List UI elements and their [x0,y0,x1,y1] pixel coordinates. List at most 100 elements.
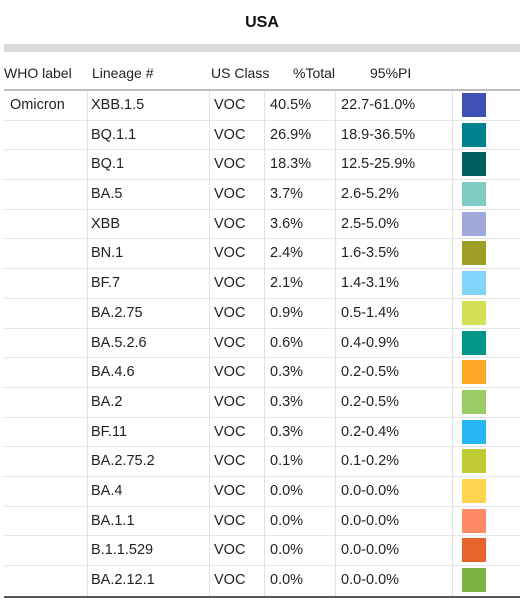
pct-total-cell: 26.9% [270,126,312,143]
pi-range-cell: 2.5-5.0% [341,215,400,232]
color-swatch [462,508,486,533]
us-class-cell: VOC [214,334,246,351]
page-title: USA [245,14,279,31]
us-class-cell: VOC [214,275,246,292]
lineage-cell: BA.4.6 [91,364,135,381]
column-divider [209,91,210,596]
table-row: BA.1.1 VOC 0.0% 0.0-0.0% [4,507,520,537]
pi-range-cell: 0.2-0.4% [341,423,400,440]
color-swatch [462,122,486,147]
pct-total-cell: 3.6% [270,215,304,232]
table-row: Omicron XBB.1.5 VOC 40.5% 22.7-61.0% [4,91,520,121]
us-class-cell: VOC [214,245,246,262]
table-row: BF.7 VOC 2.1% 1.4-3.1% [4,269,520,299]
pct-total-cell: 0.9% [270,304,304,321]
pct-total-cell: 0.0% [270,542,304,559]
us-class-cell: VOC [214,393,246,410]
table-row: BQ.1 VOC 18.3% 12.5-25.9% [4,150,520,181]
pct-total-cell: 0.0% [270,482,304,499]
lineage-cell: BA.4 [91,482,123,499]
pi-range-cell: 22.7-61.0% [341,97,416,113]
pct-total-cell: 0.0% [270,572,304,588]
us-class-cell: VOC [214,512,246,529]
pi-range-cell: 1.6-3.5% [341,245,400,262]
color-swatch [462,241,486,266]
pi-range-cell: 0.0-0.0% [341,572,400,588]
color-swatch [462,271,486,296]
us-class-cell: VOC [214,97,246,113]
us-class-cell: VOC [214,215,246,232]
lineage-cell: BN.1 [91,245,124,262]
pi-range-cell: 0.1-0.2% [341,453,400,470]
lineage-cell: BA.5.2.6 [91,334,147,351]
table-row: BQ.1.1 VOC 26.9% 18.9-36.5% [4,121,520,151]
pct-total-cell: 0.1% [270,453,304,470]
color-swatch [462,211,486,236]
pct-total-cell: 0.3% [270,393,304,410]
pi-range-cell: 0.4-0.9% [341,334,400,351]
lineage-cell: BF.11 [91,423,128,440]
pi-range-cell: 0.0-0.0% [341,512,400,529]
color-swatch [462,419,486,444]
column-divider [87,91,88,596]
us-class-cell: VOC [214,453,246,470]
pi-range-cell: 0.5-1.4% [341,304,400,321]
header-95pi: 95%PI [370,65,412,81]
lineage-cell: BA.2.12.1 [91,572,155,588]
pct-total-cell: 40.5% [270,97,312,113]
us-class-cell: VOC [214,186,246,203]
table-row: BA.2.12.1 VOC 0.0% 0.0-0.0% [4,566,520,596]
color-swatch [462,478,486,503]
color-swatch [462,182,486,207]
pi-range-cell: 0.0-0.0% [341,542,400,559]
table-row: BA.5.2.6 VOC 0.6% 0.4-0.9% [4,329,520,359]
pi-range-cell: 0.2-0.5% [341,364,400,381]
us-class-cell: VOC [214,572,246,588]
us-class-cell: VOC [214,126,246,143]
us-class-cell: VOC [214,364,246,381]
table-bottom-border [4,596,520,598]
lineage-cell: BA.2.75.2 [91,453,155,470]
pi-range-cell: 1.4-3.1% [341,275,400,292]
color-swatch [462,300,486,325]
us-class-cell: VOC [214,542,246,559]
pct-total-cell: 18.3% [270,156,312,173]
lineage-cell: BA.2 [91,393,123,410]
lineage-cell: BQ.1.1 [91,126,137,143]
header-pct-total: %Total [293,65,336,81]
color-swatch [462,389,486,414]
table-row: BA.4.6 VOC 0.3% 0.2-0.5% [4,358,520,388]
table-row: BA.2.75.2 VOC 0.1% 0.1-0.2% [4,447,520,477]
us-class-cell: VOC [214,423,246,440]
lineage-cell: BQ.1 [91,156,125,173]
header-divider [4,89,520,91]
table-row: BA.2.75 VOC 0.9% 0.5-1.4% [4,299,520,329]
column-divider [264,91,265,596]
table-row: BA.4 VOC 0.0% 0.0-0.0% [4,477,520,507]
lineage-cell: BF.7 [91,275,121,292]
table-row: B.1.1.529 VOC 0.0% 0.0-0.0% [4,536,520,566]
color-swatch [462,538,486,563]
lineage-cell: XBB.1.5 [91,97,145,113]
table-row: XBB VOC 3.6% 2.5-5.0% [4,210,520,240]
table-row: BA.2 VOC 0.3% 0.2-0.5% [4,388,520,418]
us-class-cell: VOC [214,304,246,321]
color-swatch [462,360,486,385]
pi-range-cell: 0.2-0.5% [341,393,400,410]
color-swatch [462,93,486,117]
pct-total-cell: 0.3% [270,423,304,440]
column-divider [452,91,453,596]
header-who-label: WHO label [4,65,72,81]
table-row: BA.5 VOC 3.7% 2.6-5.2% [4,180,520,210]
lineage-cell: BA.5 [91,186,123,203]
color-swatch [462,330,486,355]
pct-total-cell: 0.0% [270,512,304,529]
color-swatch [462,568,486,592]
pi-range-cell: 0.0-0.0% [341,482,400,499]
column-divider [335,91,336,596]
lineage-cell: XBB [91,215,121,232]
header-us-class: US Class [211,65,270,81]
table-header: WHO label Lineage # US Class %Total 95%P… [4,58,520,88]
us-class-cell: VOC [214,156,246,173]
table-row: BF.11 VOC 0.3% 0.2-0.4% [4,418,520,448]
